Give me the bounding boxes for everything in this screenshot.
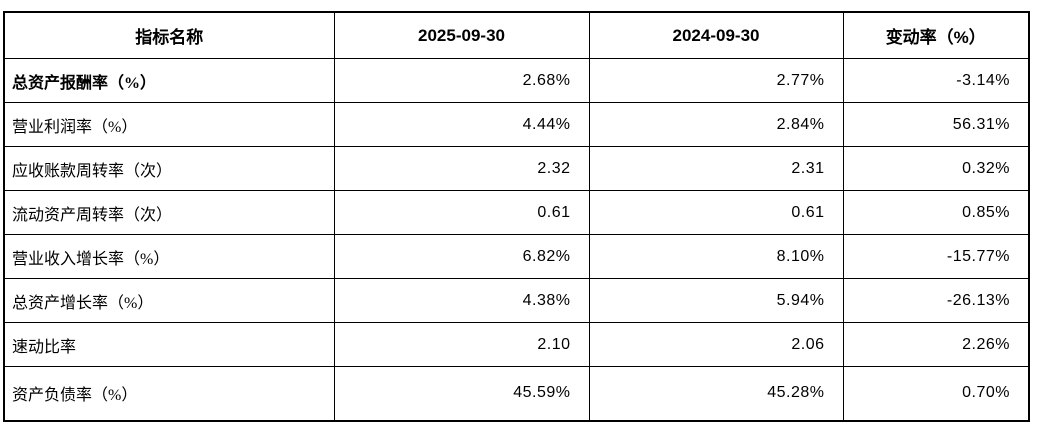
value-2024-cell: 0.61: [588, 190, 844, 235]
header-row: 指标名称 2025-09-30 2024-09-30 变动率（%）: [3, 11, 1030, 59]
table-header: 指标名称 2025-09-30 2024-09-30 变动率（%）: [3, 11, 1030, 59]
table-row: 应收账款周转率（次） 2.32 2.31 0.32%: [3, 146, 1030, 191]
value-2024-cell: 2.06: [588, 322, 844, 367]
change-rate-cell: -15.77%: [842, 234, 1030, 279]
table-row: 速动比率 2.10 2.06 2.26%: [3, 322, 1030, 367]
header-cell-date-2024: 2024-09-30: [588, 11, 844, 59]
value-2025-cell: 2.68%: [333, 58, 590, 103]
table-row: 营业收入增长率（%） 6.82% 8.10% -15.77%: [3, 234, 1030, 279]
header-cell-change-rate: 变动率（%）: [842, 11, 1030, 59]
value-2025-cell: 2.10: [333, 322, 590, 367]
indicator-name-cell: 总资产报酬率（%）: [3, 58, 335, 103]
value-2025-cell: 2.32: [333, 146, 590, 191]
table-row: 营业利润率（%） 4.44% 2.84% 56.31%: [3, 102, 1030, 147]
value-2024-cell: 2.84%: [588, 102, 844, 147]
value-2025-cell: 4.38%: [333, 278, 590, 323]
indicator-name-cell: 资产负债率（%）: [3, 366, 335, 421]
indicator-name-cell: 营业利润率（%）: [3, 102, 335, 147]
change-rate-cell: 0.70%: [842, 366, 1030, 421]
indicator-name-cell: 总资产增长率（%）: [3, 278, 335, 323]
header-cell-date-2025: 2025-09-30: [333, 11, 590, 59]
value-2024-cell: 2.77%: [588, 58, 844, 103]
change-rate-cell: 2.26%: [842, 322, 1030, 367]
indicator-name-cell: 营业收入增长率（%）: [3, 234, 335, 279]
indicator-name-cell: 速动比率: [3, 322, 335, 367]
change-rate-cell: 56.31%: [842, 102, 1030, 147]
indicator-name-cell: 流动资产周转率（次）: [3, 190, 335, 235]
table-row: 资产负债率（%） 45.59% 45.28% 0.70%: [3, 366, 1030, 421]
change-rate-cell: -26.13%: [842, 278, 1030, 323]
table-row: 流动资产周转率（次） 0.61 0.61 0.85%: [3, 190, 1030, 235]
value-2025-cell: 45.59%: [333, 366, 590, 421]
table-body: 总资产报酬率（%） 2.68% 2.77% -3.14% 营业利润率（%） 4.…: [3, 58, 1030, 421]
indicator-name-cell: 应收账款周转率（次）: [3, 146, 335, 191]
header-cell-indicator-name: 指标名称: [3, 11, 335, 59]
value-2024-cell: 45.28%: [588, 366, 844, 421]
table-row: 总资产报酬率（%） 2.68% 2.77% -3.14%: [3, 58, 1030, 103]
value-2024-cell: 8.10%: [588, 234, 844, 279]
value-2025-cell: 0.61: [333, 190, 590, 235]
change-rate-cell: -3.14%: [842, 58, 1030, 103]
change-rate-cell: 0.85%: [842, 190, 1030, 235]
value-2024-cell: 2.31: [588, 146, 844, 191]
value-2025-cell: 4.44%: [333, 102, 590, 147]
financial-indicators-table: 指标名称 2025-09-30 2024-09-30 变动率（%） 总资产报酬率…: [3, 11, 1030, 422]
table-row: 总资产增长率（%） 4.38% 5.94% -26.13%: [3, 278, 1030, 323]
value-2024-cell: 5.94%: [588, 278, 844, 323]
value-2025-cell: 6.82%: [333, 234, 590, 279]
change-rate-cell: 0.32%: [842, 146, 1030, 191]
